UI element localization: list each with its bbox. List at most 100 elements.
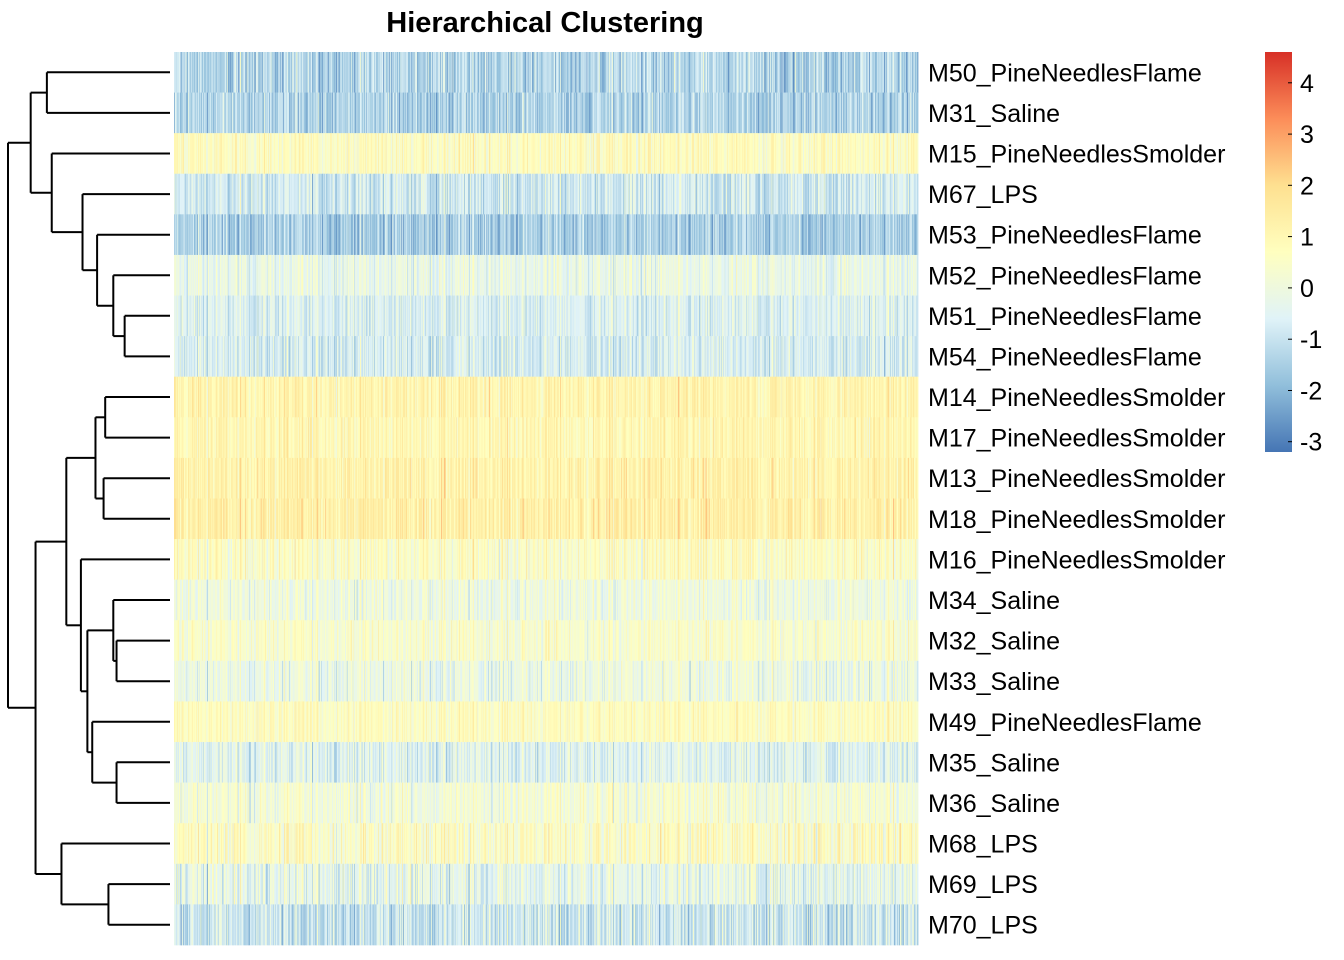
heatmap-cell — [216, 214, 219, 256]
heatmap-cell — [625, 133, 627, 175]
heatmap-cell — [197, 173, 200, 215]
heatmap-cell — [449, 214, 451, 256]
heatmap-cell — [717, 133, 720, 175]
heatmap-cell — [750, 173, 752, 215]
heatmap-cell — [676, 92, 678, 134]
heatmap-cell — [334, 214, 336, 256]
heatmap-cell — [798, 173, 801, 215]
heatmap-cell — [789, 92, 791, 134]
heatmap-cell — [437, 173, 439, 215]
heatmap-cell — [806, 52, 808, 93]
heatmap-cell — [879, 52, 881, 93]
heatmap-cell — [579, 133, 581, 175]
heatmap-cell — [728, 52, 730, 93]
heatmap-cell — [534, 52, 536, 93]
heatmap-cell — [789, 52, 791, 93]
heatmap-cell — [547, 52, 549, 93]
heatmap-cell — [783, 52, 785, 93]
heatmap-cell — [197, 52, 199, 93]
heatmap-cell — [440, 52, 442, 93]
heatmap-cell — [390, 173, 392, 215]
heatmap-cell — [693, 92, 696, 134]
heatmap-cell — [301, 92, 303, 134]
heatmap-cell — [309, 52, 311, 93]
heatmap-cell — [250, 173, 253, 215]
heatmap-cell — [456, 173, 458, 215]
heatmap-cell — [293, 214, 296, 256]
heatmap-cell — [307, 133, 310, 175]
heatmap-cell — [642, 133, 644, 175]
heatmap-cell — [656, 52, 658, 93]
heatmap-cell — [735, 52, 737, 93]
heatmap-cell — [910, 52, 912, 93]
heatmap-cell — [280, 92, 282, 134]
heatmap-cell — [298, 52, 300, 93]
heatmap-cell — [898, 52, 901, 93]
heatmap-cell — [719, 52, 721, 93]
heatmap-cell — [649, 92, 651, 134]
heatmap-cell — [186, 173, 188, 215]
heatmap-cell — [713, 52, 716, 93]
heatmap-cell — [760, 133, 763, 175]
heatmap-cell — [845, 92, 847, 134]
heatmap-cell — [743, 173, 745, 215]
heatmap-cell — [879, 173, 882, 215]
heatmap-cell — [898, 133, 900, 175]
heatmap-cell — [557, 133, 559, 175]
heatmap-cell — [648, 52, 650, 93]
heatmap-cell — [505, 214, 507, 256]
heatmap-cell — [846, 92, 849, 134]
heatmap-cell — [498, 92, 501, 134]
heatmap-cell — [732, 92, 734, 134]
heatmap-cell — [489, 52, 492, 93]
heatmap-cell — [288, 92, 291, 134]
heatmap-cell — [712, 133, 714, 175]
heatmap-cell — [205, 52, 207, 93]
heatmap-cell — [913, 133, 915, 175]
heatmap-cell — [601, 133, 603, 175]
heatmap-cell — [471, 92, 473, 134]
heatmap-cell — [497, 214, 499, 256]
heatmap-cell — [312, 133, 314, 175]
heatmap-cell — [915, 92, 917, 134]
heatmap-cell — [526, 214, 529, 256]
heatmap-cell — [183, 214, 185, 256]
heatmap-cell — [574, 133, 576, 175]
heatmap-cell — [606, 133, 608, 175]
heatmap-cell — [641, 133, 643, 175]
heatmap-cell — [796, 92, 798, 134]
heatmap-cell — [662, 173, 664, 215]
heatmap-cell — [827, 173, 829, 215]
heatmap-cell — [416, 52, 418, 93]
heatmap-cell — [790, 173, 792, 215]
heatmap-cell — [187, 173, 189, 215]
heatmap-cell — [450, 133, 453, 175]
heatmap-cell — [523, 133, 525, 175]
heatmap-cell — [457, 173, 459, 215]
heatmap-cell — [353, 173, 355, 215]
heatmap-cell — [228, 173, 230, 215]
heatmap-cell — [517, 133, 520, 175]
heatmap-cell — [717, 52, 720, 93]
heatmap-cell — [792, 92, 794, 134]
heatmap-cell — [472, 173, 474, 215]
heatmap-cell — [504, 92, 506, 134]
heatmap-cell — [908, 133, 910, 175]
heatmap-cell — [530, 133, 532, 175]
heatmap-cell — [344, 214, 346, 256]
heatmap-cell — [679, 173, 681, 215]
heatmap-cell — [841, 52, 843, 93]
heatmap-cell — [279, 52, 282, 93]
heatmap-cell — [200, 214, 202, 256]
heatmap-cell — [247, 52, 249, 93]
heatmap-cell — [765, 133, 768, 175]
heatmap-cell — [584, 173, 586, 215]
heatmap-cell — [601, 92, 603, 134]
heatmap-cell — [770, 52, 772, 93]
heatmap-cell — [593, 173, 596, 215]
heatmap-cell — [249, 52, 251, 93]
heatmap-cell — [404, 214, 406, 256]
heatmap-cell — [275, 133, 277, 175]
heatmap-cell — [569, 92, 572, 134]
heatmap-cell — [371, 52, 373, 93]
